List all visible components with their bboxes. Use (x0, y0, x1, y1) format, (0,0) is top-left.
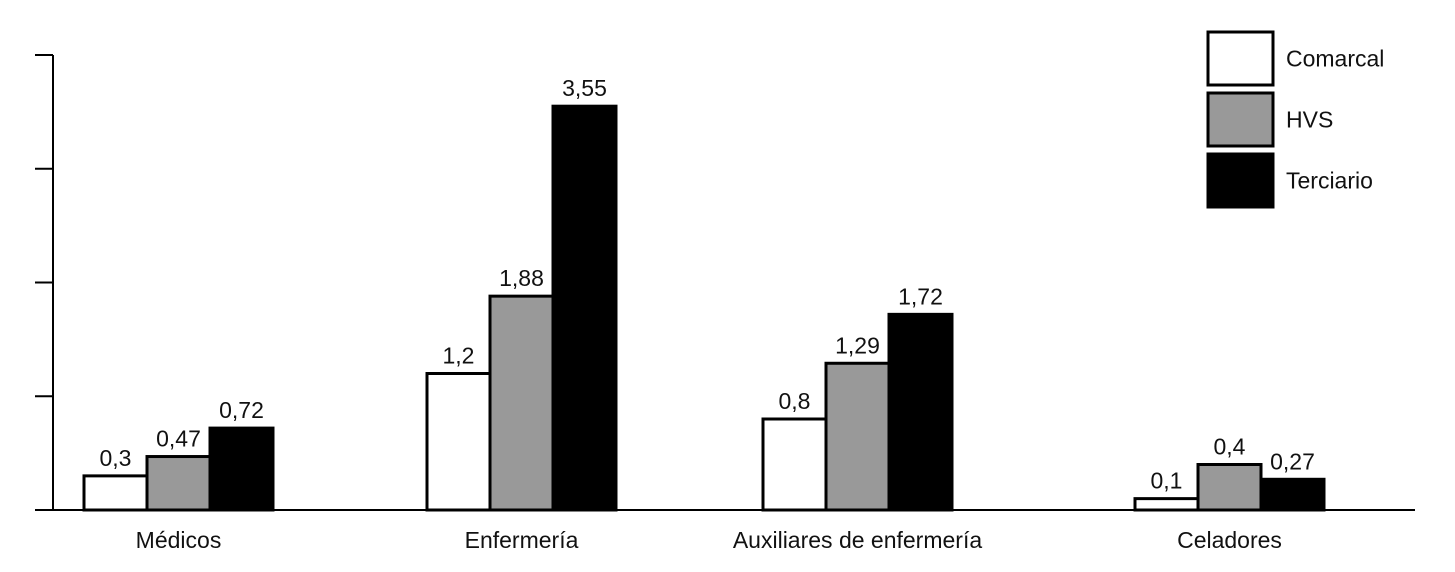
value-label-medicos-hvs: 0,47 (156, 426, 201, 452)
legend-label-comarcal: Comarcal (1286, 46, 1384, 72)
bar-medicos-comarcal (82, 474, 149, 512)
bar-medicos-hvs (145, 455, 212, 512)
value-label-medicos-comarcal: 0,3 (100, 445, 132, 471)
value-label-enfermeria-hvs: 1,88 (499, 265, 544, 291)
value-label-enfermeria-terciario: 3,55 (562, 75, 607, 101)
legend-swatch-hvs (1206, 91, 1275, 148)
bar-celadores-terciario (1259, 477, 1326, 512)
category-label-celadores: Celadores (1177, 527, 1282, 553)
category-label-medicos: Médicos (136, 527, 222, 553)
bar-medicos-terciario (208, 426, 275, 512)
value-label-medicos-terciario: 0,72 (219, 397, 264, 423)
legend-swatch-terciario (1206, 152, 1275, 209)
legend-label-terciario: Terciario (1286, 168, 1373, 194)
bar-enfermeria-comarcal (425, 372, 492, 512)
bar-auxiliares-de-enfermeria-terciario (887, 312, 954, 512)
legend: Comarcal HVS Terciario (1206, 30, 1384, 209)
bar-enfermeria-terciario (551, 104, 618, 512)
bar-enfermeria-hvs (488, 294, 555, 512)
bar-auxiliares-de-enfermeria-comarcal (761, 417, 828, 512)
value-label-celadores-comarcal: 0,1 (1151, 468, 1183, 494)
legend-swatch-comarcal (1206, 30, 1275, 87)
category-label-enfermeria: Enfermería (465, 527, 579, 553)
value-label-auxiliares-de-enfermeria-terciario: 1,72 (898, 283, 943, 309)
category-labels: Médicos Enfermería Auxiliares de enfermerí… (136, 527, 1282, 553)
value-label-auxiliares-de-enfermeria-hvs: 1,29 (835, 332, 880, 358)
value-label-celadores-terciario: 0,27 (1270, 448, 1315, 474)
bar-celadores-comarcal (1133, 497, 1200, 512)
value-label-enfermeria-comarcal: 1,2 (443, 343, 475, 369)
bars (82, 104, 1326, 512)
value-labels: 0,3 0,47 0,72 1,2 1,88 3,55 0,8 1,29 1,72 0,1 0,4 0… (100, 75, 1315, 493)
category-label-auxiliares-de-enfermeria: Auxiliares de enfermería (733, 527, 982, 553)
legend-label-hvs: HVS (1286, 107, 1333, 133)
value-label-auxiliares-de-enfermeria-comarcal: 0,8 (779, 388, 811, 414)
value-label-celadores-hvs: 0,4 (1214, 434, 1246, 460)
bar-auxiliares-de-enfermeria-hvs (824, 361, 891, 512)
bar-celadores-hvs (1196, 463, 1263, 512)
